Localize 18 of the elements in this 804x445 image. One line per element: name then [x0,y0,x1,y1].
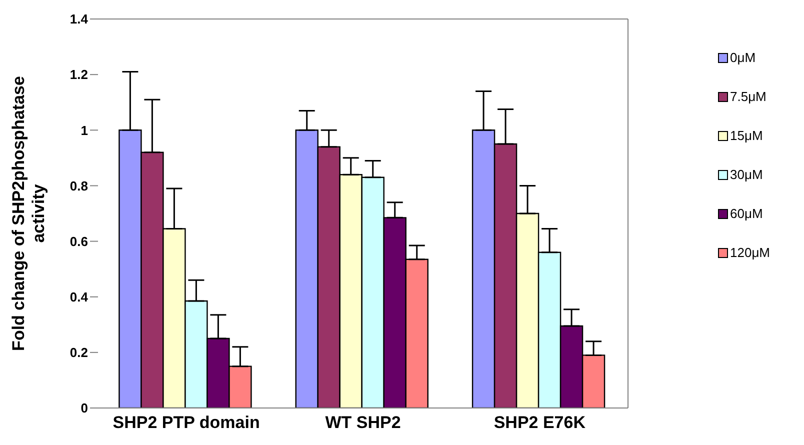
y-tick-label: 0 [80,400,88,416]
legend-label: 7.5μM [730,89,766,104]
x-tick-label: WT SHP2 [325,413,401,432]
y-tick-label: 1.4 [70,12,89,27]
y-tick-label: 0.6 [70,234,88,249]
legend-label: 0μM [730,50,756,65]
legend-label: 60μM [730,206,763,221]
x-tick-label: SHP2 E76K [494,413,586,432]
y-tick-label: 0.4 [70,289,89,304]
legend-label: 15μM [730,128,763,143]
y-tick-label: 1 [80,122,88,138]
x-tick-label: SHP2 PTP domain [112,413,260,432]
legend-label: 30μM [730,167,763,182]
y-axis-title: Fold change of SHP2phosphatase activity [9,76,48,351]
y-tick-label: 1.2 [70,67,88,82]
legend-label: 120μM [730,245,770,260]
y-tick-label: 0.8 [70,178,88,194]
y-tick-label: 0.2 [70,345,88,360]
